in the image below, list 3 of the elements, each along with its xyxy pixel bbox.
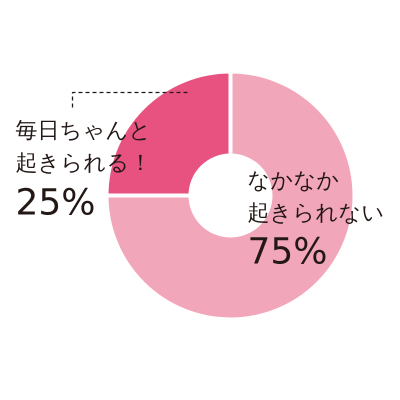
slice-label: なかなか起きられない [248,168,384,226]
data-label: 75% [248,232,328,272]
data-label: 25% [16,182,96,224]
